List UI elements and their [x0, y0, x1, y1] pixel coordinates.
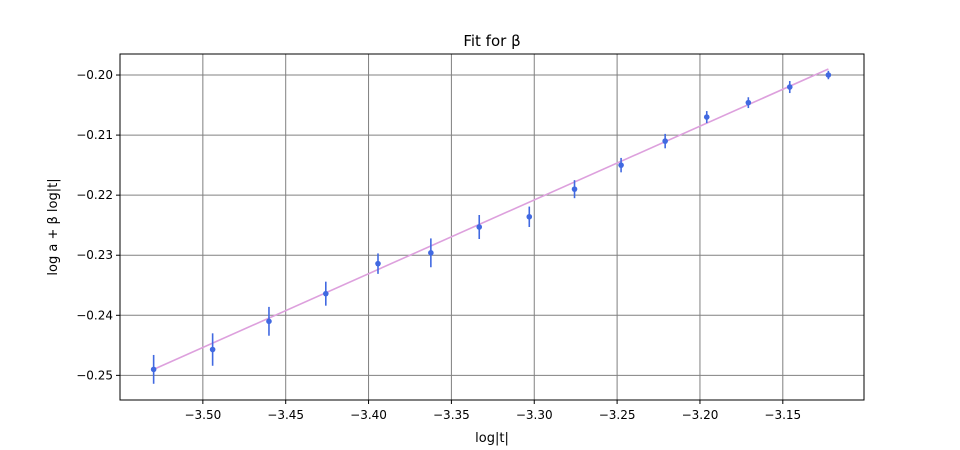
fit-line-layer	[153, 68, 829, 371]
y-tick-label: −0.25	[76, 368, 113, 382]
data-point	[476, 224, 483, 230]
data-point	[375, 260, 381, 267]
data-point	[209, 346, 216, 353]
x-tick-label: −3.25	[599, 408, 636, 422]
y-tick-label: −0.20	[76, 68, 113, 82]
plot-frame	[119, 53, 865, 401]
x-axis-title: log|t|	[475, 431, 509, 446]
data-point	[150, 366, 157, 373]
data-point	[825, 72, 832, 78]
x-tick-label: −3.30	[516, 408, 553, 422]
x-axis: −3.50 −3.45 −3.40 −3.35 −3.30 −3.25 −3.20 −3.15	[184, 400, 801, 422]
x-tick-label: −3.50	[184, 408, 221, 422]
y-tick-label: −0.21	[76, 128, 113, 142]
data-point	[428, 250, 434, 256]
x-tick-label: −3.15	[764, 408, 801, 422]
data-point	[526, 213, 533, 220]
data-point	[618, 162, 624, 168]
x-tick-label: −3.35	[433, 408, 470, 422]
y-tick-label: −0.23	[76, 248, 113, 262]
y-axis: −0.25 −0.24 −0.23 −0.22 −0.21 −0.20	[76, 68, 120, 382]
data-point	[745, 99, 752, 106]
fit-line	[153, 68, 829, 371]
data-point	[703, 114, 710, 120]
grid	[120, 54, 864, 400]
x-tick-label: −3.40	[350, 408, 387, 422]
y-tick-label: −0.24	[76, 308, 113, 322]
y-tick-label: −0.22	[76, 188, 113, 202]
data-points-layer	[150, 70, 832, 384]
data-point	[786, 84, 793, 90]
chart-title: Fit for β	[463, 32, 520, 50]
x-tick-label: −3.45	[267, 408, 304, 422]
data-point	[571, 186, 578, 192]
data-point	[266, 318, 272, 325]
data-point	[323, 290, 329, 297]
y-axis-title: log a + β log|t|	[46, 178, 61, 275]
data-point	[662, 138, 668, 144]
x-tick-label: −3.20	[682, 408, 719, 422]
